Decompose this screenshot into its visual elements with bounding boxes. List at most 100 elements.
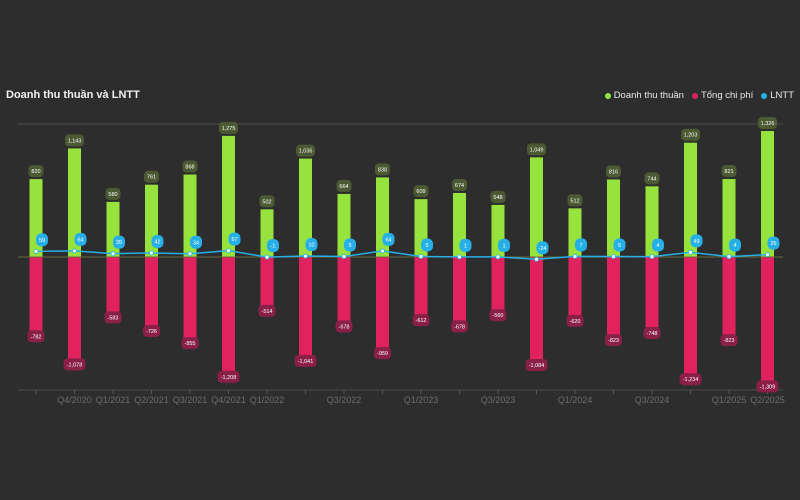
cost-data-label: -855 bbox=[184, 341, 195, 347]
profit-data-label: 5 bbox=[425, 243, 428, 249]
profit-label-bg bbox=[575, 238, 587, 252]
legend-label-costs: Tổng chi phí bbox=[700, 90, 754, 101]
profit-data-label: 25 bbox=[770, 241, 776, 247]
cost-label-bg bbox=[258, 304, 276, 317]
bar-revenue bbox=[761, 131, 774, 257]
revenue-data-label: 744 bbox=[647, 176, 656, 182]
bar-cost bbox=[183, 257, 197, 339]
profit-label-bg bbox=[498, 238, 510, 252]
bar-cost bbox=[222, 257, 235, 372]
revenue-label-bg bbox=[219, 121, 238, 134]
profit-label-bg bbox=[690, 234, 703, 248]
cost-label-bg bbox=[335, 320, 353, 333]
profit-data-label: 5 bbox=[348, 243, 351, 249]
cost-label-bg bbox=[643, 327, 661, 340]
profit-label-bg bbox=[36, 233, 48, 247]
legend-item-costs[interactable]: Tổng chi phí bbox=[691, 90, 754, 101]
cost-data-label: -620 bbox=[569, 319, 580, 325]
profit-data-label: 42 bbox=[154, 240, 160, 246]
profit-point bbox=[457, 254, 462, 260]
profit-label-bg bbox=[613, 238, 626, 252]
cost-label-bg bbox=[756, 380, 779, 393]
bar-cost bbox=[29, 257, 43, 332]
profit-label-bg bbox=[536, 241, 549, 255]
cost-data-label: -726 bbox=[146, 329, 157, 335]
revenue-label-bg bbox=[375, 163, 390, 176]
revenue-label-bg bbox=[65, 134, 84, 147]
profit-point bbox=[33, 248, 39, 254]
revenue-data-label: 868 bbox=[185, 165, 194, 171]
profit-label-bg bbox=[382, 232, 395, 246]
profit-data-label: 59 bbox=[39, 238, 45, 244]
revenue-data-label: 664 bbox=[339, 184, 348, 190]
profit-label-bg bbox=[652, 238, 664, 252]
revenue-data-label: 1,049 bbox=[530, 147, 544, 153]
legend-dot-revenue bbox=[604, 92, 611, 99]
revenue-data-label: 838 bbox=[378, 167, 387, 173]
bar-revenue bbox=[530, 157, 543, 257]
profit-point bbox=[495, 254, 501, 260]
revenue-label-bg bbox=[644, 172, 660, 185]
revenue-data-label: 502 bbox=[262, 199, 271, 205]
bar-cost bbox=[260, 257, 274, 306]
bar-cost bbox=[299, 257, 312, 356]
cost-label-bg bbox=[181, 337, 199, 350]
revenue-label-bg bbox=[527, 143, 546, 156]
cost-data-label: -612 bbox=[415, 318, 426, 324]
bar-cost bbox=[106, 257, 120, 313]
profit-point bbox=[226, 248, 231, 254]
bar-cost bbox=[414, 257, 428, 316]
revenue-label-bg bbox=[144, 170, 159, 183]
revenue-label-bg bbox=[452, 178, 467, 191]
revenue-data-label: 609 bbox=[416, 189, 425, 195]
cost-data-label: -782 bbox=[30, 334, 41, 340]
cost-label-bg bbox=[720, 334, 738, 347]
bar-revenue bbox=[68, 148, 81, 257]
bar-revenue bbox=[106, 201, 120, 257]
profit-data-label: 4 bbox=[656, 243, 659, 249]
profit-label-bg bbox=[459, 238, 472, 252]
revenue-label-bg bbox=[182, 160, 198, 173]
profit-label-bg bbox=[267, 239, 279, 253]
revenue-label-bg bbox=[758, 117, 777, 130]
cost-label-bg bbox=[104, 311, 122, 324]
cost-data-label: -959 bbox=[377, 351, 388, 357]
cost-data-label: -678 bbox=[338, 324, 349, 330]
profit-point bbox=[688, 249, 693, 255]
bar-cost bbox=[491, 257, 505, 311]
profit-data-label: 1 bbox=[502, 243, 505, 249]
cost-data-label: -1,084 bbox=[529, 363, 545, 369]
bar-cost bbox=[684, 257, 697, 375]
profit-point bbox=[380, 248, 385, 254]
legend-item-revenue[interactable]: Doanh thu thuần bbox=[604, 90, 684, 101]
cost-data-label: -1,309 bbox=[760, 384, 776, 390]
revenue-data-label: 761 bbox=[147, 175, 156, 181]
legend: Doanh thu thuần Tổng chi phí LNTT bbox=[604, 90, 794, 101]
revenue-data-label: 580 bbox=[108, 192, 117, 198]
profit-data-label: -24 bbox=[539, 246, 547, 252]
x-tick-label: Q1/2021 bbox=[96, 395, 131, 405]
revenue-data-label: 816 bbox=[609, 169, 618, 175]
revenue-data-label: 1,036 bbox=[299, 149, 313, 155]
profit-data-label: 64 bbox=[77, 237, 83, 243]
profit-point bbox=[187, 251, 193, 257]
profit-label-bg bbox=[190, 235, 202, 249]
chart-title: Doanh thu thuần và LNTT bbox=[6, 89, 140, 101]
legend-dot-costs bbox=[691, 92, 698, 99]
revenue-data-label: 1,143 bbox=[68, 138, 82, 144]
legend-label-profit: LNTT bbox=[770, 90, 794, 101]
profit-point bbox=[418, 254, 424, 259]
profit-data-label: 49 bbox=[693, 239, 699, 245]
legend-dot-profit bbox=[761, 92, 768, 99]
cost-data-label: -748 bbox=[646, 331, 657, 337]
bar-cost bbox=[761, 257, 774, 382]
cost-label-bg bbox=[489, 309, 507, 322]
cost-label-bg bbox=[374, 347, 391, 360]
bar-cost bbox=[722, 257, 736, 336]
profit-point bbox=[341, 254, 347, 259]
legend-item-profit[interactable]: LNTT bbox=[761, 90, 794, 101]
cost-data-label: -514 bbox=[261, 309, 272, 315]
revenue-label-bg bbox=[413, 185, 429, 198]
bar-cost bbox=[453, 257, 466, 322]
profit-label-bg bbox=[344, 238, 356, 252]
